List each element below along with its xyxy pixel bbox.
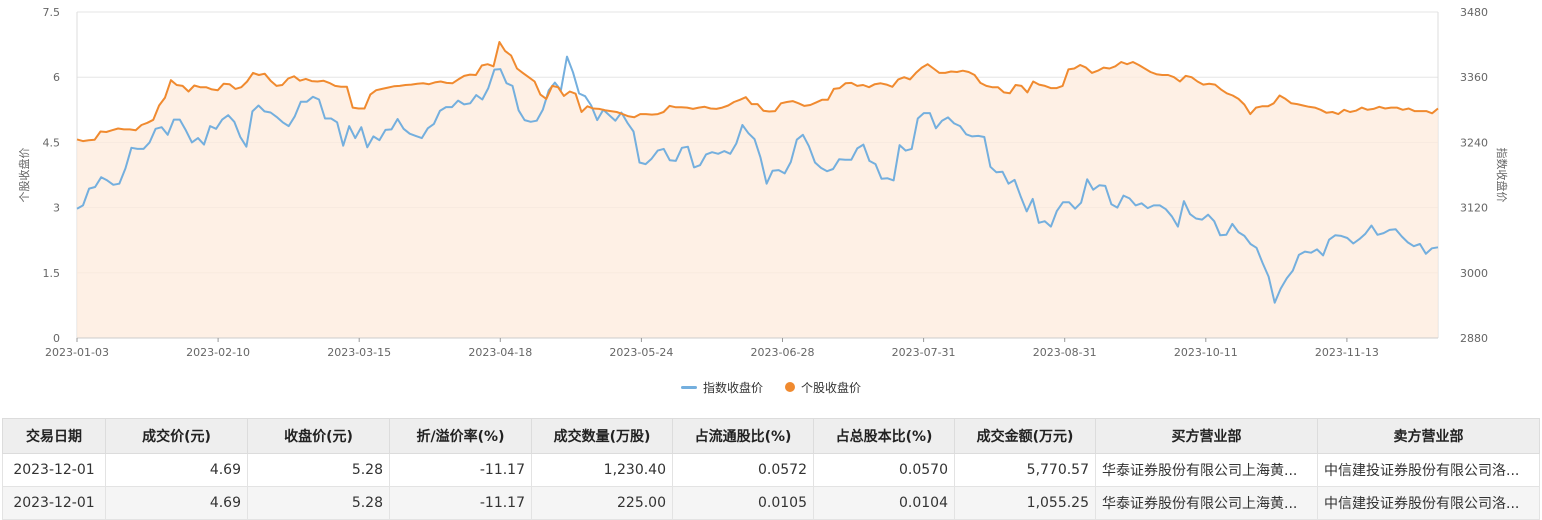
- x-tick-label: 2023-07-31: [892, 346, 956, 359]
- y-right-tick-label: 3480: [1460, 6, 1488, 19]
- x-tick-label: 2023-02-10: [186, 346, 250, 359]
- legend-line-icon: [680, 385, 697, 389]
- cell-amount: 5,770.57: [954, 453, 1096, 487]
- col-trade-date[interactable]: 交易日期: [2, 418, 106, 454]
- y-left-tick-label: 4.5: [43, 136, 61, 149]
- col-trade-price[interactable]: 成交价(元): [105, 418, 248, 454]
- x-tick-label: 2023-05-24: [609, 346, 673, 359]
- cell-total-share-ratio: 0.0570: [813, 453, 955, 487]
- cell-volume: 1,230.40: [531, 453, 673, 487]
- cell-trade-price: 4.69: [105, 486, 248, 520]
- y-right-tick-label: 3120: [1460, 202, 1488, 215]
- chart-legend: 指数收盘价 个股收盘价: [0, 376, 1542, 398]
- y-right-tick-label: 3240: [1460, 136, 1488, 149]
- cell-volume: 225.00: [531, 486, 673, 520]
- x-tick-label: 2023-10-11: [1174, 346, 1238, 359]
- y-left-tick-label: 6: [53, 71, 60, 84]
- y-axis-right-title: 指数收盘价: [1495, 148, 1509, 203]
- col-volume[interactable]: 成交数量(万股): [531, 418, 673, 454]
- cell-amount: 1,055.25: [954, 486, 1096, 520]
- cell-total-share-ratio: 0.0104: [813, 486, 955, 520]
- chart-canvas: 2023-01-03 2023-02-10 2023-03-15 2023-04-18…: [17, 6, 1509, 359]
- legend-dot-icon: [785, 382, 795, 392]
- y-axis-left: 0 1.5 3 4.5 6 7.5: [43, 6, 61, 345]
- y-axis-right: 2880 3000 3120 3240 3360 3480: [1460, 6, 1488, 345]
- cell-trade-price: 4.69: [105, 453, 248, 487]
- cell-buyer[interactable]: 华泰证券股份有限公司上海黄...: [1095, 486, 1318, 520]
- chart-lines: [76, 41, 1439, 304]
- y-left-tick-label: 0: [53, 332, 60, 345]
- cell-float-share-ratio: 0.0105: [672, 486, 814, 520]
- price-chart: 2023-01-03 2023-02-10 2023-03-15 2023-04-18…: [17, 6, 1509, 359]
- legend-label-index: 指数收盘价: [702, 380, 763, 395]
- y-right-tick-label: 2880: [1460, 332, 1488, 345]
- x-tick-label: 2023-06-28: [751, 346, 815, 359]
- cell-premium-rate: -11.17: [389, 486, 532, 520]
- x-axis: 2023-01-03 2023-02-10 2023-03-15 2023-04-18…: [45, 337, 1438, 359]
- table-header-row: 交易日期 成交价(元) 收盘价(元) 折/溢价率(%) 成交数量(万股) 占流通…: [2, 418, 1540, 454]
- stock-area: [77, 42, 1438, 338]
- series-line-index: [76, 55, 1439, 304]
- cell-buyer[interactable]: 华泰证券股份有限公司上海黄...: [1095, 453, 1318, 487]
- table-row: 2023-12-01 4.69 5.28 -11.17 225.00 0.010…: [2, 486, 1540, 520]
- cell-premium-rate: -11.17: [389, 453, 532, 487]
- col-amount[interactable]: 成交金额(万元): [954, 418, 1096, 454]
- cell-close-price: 5.28: [247, 486, 390, 520]
- legend-item-index[interactable]: 指数收盘价: [680, 379, 763, 396]
- legend-item-stock[interactable]: 个股收盘价: [785, 379, 861, 396]
- block-trade-table: 交易日期 成交价(元) 收盘价(元) 折/溢价率(%) 成交数量(万股) 占流通…: [2, 418, 1540, 520]
- x-tick-label: 2023-08-31: [1033, 346, 1097, 359]
- col-buyer[interactable]: 买方营业部: [1095, 418, 1318, 454]
- y-left-tick-label: 1.5: [43, 267, 61, 280]
- x-tick-label: 2023-01-03: [45, 346, 109, 359]
- y-left-tick-label: 3: [53, 202, 60, 215]
- x-tick-label: 2023-11-13: [1315, 346, 1379, 359]
- cell-trade-date: 2023-12-01: [2, 486, 106, 520]
- y-axis-left-title: 个股收盘价: [17, 148, 31, 203]
- col-close-price[interactable]: 收盘价(元): [247, 418, 390, 454]
- table-row: 2023-12-01 4.69 5.28 -11.17 1,230.40 0.0…: [2, 453, 1540, 487]
- y-right-tick-label: 3000: [1460, 267, 1488, 280]
- y-right-tick-label: 3360: [1460, 71, 1488, 84]
- col-seller[interactable]: 卖方营业部: [1317, 418, 1540, 454]
- col-float-share-ratio[interactable]: 占流通股比(%): [672, 418, 814, 454]
- cell-seller[interactable]: 中信建投证券股份有限公司洛...: [1317, 453, 1540, 487]
- col-total-share-ratio[interactable]: 占总股本比(%): [813, 418, 955, 454]
- legend-label-stock: 个股收盘价: [801, 380, 862, 395]
- cell-seller[interactable]: 中信建投证券股份有限公司洛...: [1317, 486, 1540, 520]
- col-premium-rate[interactable]: 折/溢价率(%): [389, 418, 532, 454]
- cell-float-share-ratio: 0.0572: [672, 453, 814, 487]
- x-tick-label: 2023-04-18: [468, 346, 532, 359]
- y-left-tick-label: 7.5: [43, 6, 61, 19]
- x-tick-label: 2023-03-15: [327, 346, 391, 359]
- series-line-stock: [76, 41, 1439, 143]
- stock-area-fill: [77, 42, 1438, 338]
- cell-trade-date: 2023-12-01: [2, 453, 106, 487]
- cell-close-price: 5.28: [247, 453, 390, 487]
